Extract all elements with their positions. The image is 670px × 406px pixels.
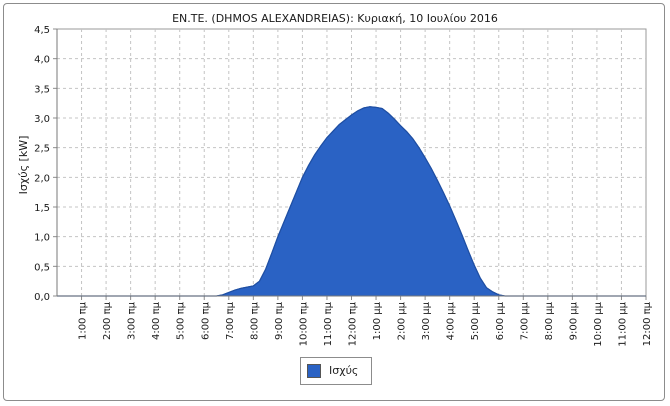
x-tick-label: 5:00 μμ (470, 301, 481, 340)
x-tick-label: 7:00 πμ (225, 301, 236, 340)
x-tick-label: 10:00 μμ (593, 301, 604, 346)
x-tick-label: 11:00 μμ (617, 301, 628, 346)
legend: Ισχύς (300, 357, 372, 385)
legend-swatch (307, 364, 321, 378)
x-tick-label: 12:00 πμ (348, 301, 359, 346)
series-line (57, 106, 646, 297)
y-tick-label: 4,5 (34, 25, 50, 36)
x-tick-label: 7:00 μμ (519, 301, 530, 340)
x-tick-label: 1:00 μμ (372, 301, 383, 340)
y-tick-label: 4,0 (34, 55, 50, 66)
x-tick-label: 8:00 πμ (249, 301, 260, 340)
x-tick-label: 5:00 πμ (176, 301, 187, 340)
legend-label: Ισχύς (329, 364, 359, 377)
x-tick-label: 11:00 πμ (323, 301, 334, 346)
y-tick-label: 1,5 (34, 203, 50, 214)
x-tick-label: 2:00 μμ (397, 301, 408, 340)
x-tick-label: 4:00 μμ (446, 301, 457, 340)
x-tick-label: 6:00 πμ (200, 301, 211, 340)
y-tick-label: 0,0 (34, 292, 50, 303)
y-tick-label: 3,0 (34, 114, 50, 125)
y-axis-label: Ισχύς [kW] (17, 136, 30, 195)
x-tick-label: 3:00 πμ (127, 301, 138, 340)
y-tick-label: 2,5 (34, 144, 50, 155)
x-tick-label: 1:00 πμ (78, 301, 89, 340)
x-tick-label: 3:00 μμ (421, 301, 432, 340)
x-tick-label: 8:00 μμ (544, 301, 555, 340)
x-tick-label: 9:00 πμ (274, 301, 285, 340)
y-tick-label: 0,5 (34, 262, 50, 273)
x-tick-label: 6:00 μμ (495, 301, 506, 340)
y-tick-label: 1,0 (34, 233, 50, 244)
x-tick-label: 12:00 πμ (642, 301, 653, 346)
x-tick-label: 9:00 μμ (568, 301, 579, 340)
x-tick-label: 2:00 πμ (102, 301, 113, 340)
chart-title: EN.TE. (DHMOS ALEXANDREIAS): Κυριακή, 10… (172, 12, 498, 25)
plot-area: 0,0 0,5 1,0 1,5 2,0 2,5 3,0 3,5 4,0 4,5 1:00 πμ 2:0… (34, 25, 653, 347)
x-tick-label: 4:00 πμ (151, 301, 162, 340)
x-tick-label: 10:00 πμ (298, 301, 309, 346)
y-tick-label: 2,0 (34, 173, 50, 184)
y-tick-label: 3,5 (34, 84, 50, 95)
